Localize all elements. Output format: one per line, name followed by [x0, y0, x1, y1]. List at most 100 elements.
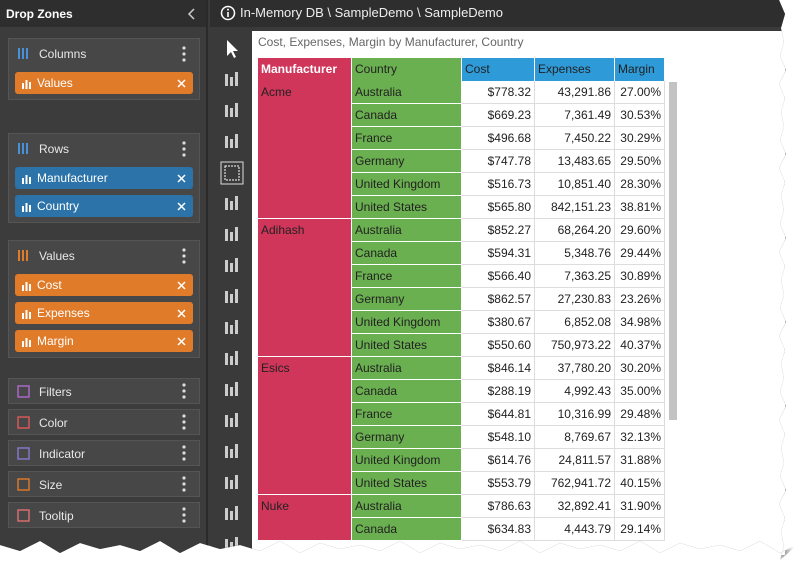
remove-button[interactable]	[176, 280, 187, 291]
breadcrumb: In-Memory DB \ SampleDemo \ SampleDemo	[240, 5, 503, 20]
option-zone[interactable]: Indicator	[8, 440, 200, 466]
column-header: Expenses	[535, 58, 615, 81]
value-cell: 8,769.67	[535, 426, 615, 449]
drop-zone: Values Cost Expenses Margin	[8, 240, 200, 358]
option-icon	[17, 385, 30, 398]
value-cell: $565.80	[462, 196, 535, 219]
tool-button[interactable]	[220, 378, 244, 402]
scrollbar[interactable]	[669, 82, 677, 420]
grid-canvas: Cost, Expenses, Margin by Manufacturer, …	[252, 31, 785, 555]
value-cell: 29.48%	[615, 403, 665, 426]
value-cell: 30.20%	[615, 357, 665, 380]
column-header: Manufacturer	[258, 58, 352, 81]
option-zone[interactable]: Color	[8, 409, 200, 435]
tool-button[interactable]	[220, 409, 244, 433]
tool-button[interactable]	[220, 99, 244, 123]
value-cell: 6,852.08	[535, 311, 615, 334]
tool-button[interactable]	[220, 161, 244, 185]
zone-menu[interactable]	[181, 140, 187, 158]
country-cell: Germany	[352, 426, 462, 449]
tool-button[interactable]	[220, 68, 244, 92]
country-cell: Canada	[352, 518, 462, 541]
option-menu[interactable]	[181, 475, 187, 493]
value-cell: 68,264.20	[535, 219, 615, 242]
value-cell: 43,291.86	[535, 81, 615, 104]
value-cell: $566.40	[462, 265, 535, 288]
country-cell: France	[352, 403, 462, 426]
value-cell: 37,780.20	[535, 357, 615, 380]
value-cell: $553.79	[462, 472, 535, 495]
tool-button[interactable]	[220, 440, 244, 464]
option-menu[interactable]	[181, 506, 187, 524]
tool-button[interactable]	[220, 347, 244, 371]
country-cell: United Kingdom	[352, 173, 462, 196]
column-header: Cost	[462, 58, 535, 81]
option-icon	[17, 478, 30, 491]
column-header: Margin	[615, 58, 665, 81]
remove-button[interactable]	[176, 336, 187, 347]
chip-icon	[22, 203, 31, 212]
country-cell: Germany	[352, 288, 462, 311]
option-menu[interactable]	[181, 382, 187, 400]
option-zone[interactable]: Tooltip	[8, 502, 200, 528]
value-cell: 40.37%	[615, 334, 665, 357]
option-menu[interactable]	[181, 413, 187, 431]
field-chip[interactable]: Country	[15, 195, 193, 217]
country-cell: United States	[352, 472, 462, 495]
option-zone[interactable]: Filters	[8, 378, 200, 404]
value-cell: 31.90%	[615, 495, 665, 518]
toolbar	[212, 31, 252, 555]
value-cell: 5,348.76	[535, 242, 615, 265]
field-chip[interactable]: Margin	[15, 330, 193, 352]
value-cell: 10,851.40	[535, 173, 615, 196]
value-cell: $786.63	[462, 495, 535, 518]
tool-button[interactable]	[220, 130, 244, 154]
chip-icon	[22, 175, 31, 184]
value-cell: $614.76	[462, 449, 535, 472]
app-window: Drop Zones Columns Values Rows Manufacturer…	[0, 0, 785, 555]
tool-button[interactable]	[220, 37, 244, 61]
field-chip[interactable]: Expenses	[15, 302, 193, 324]
option-menu[interactable]	[181, 444, 187, 462]
value-cell: 32,892.41	[535, 495, 615, 518]
remove-button[interactable]	[176, 173, 187, 184]
option-zone[interactable]: Size	[8, 471, 200, 497]
value-cell: $496.68	[462, 127, 535, 150]
breadcrumb-bar: In-Memory DB \ SampleDemo \ SampleDemo	[210, 0, 785, 27]
field-chip[interactable]: Manufacturer	[15, 167, 193, 189]
country-cell: France	[352, 265, 462, 288]
zone-icon	[18, 250, 28, 261]
field-chip[interactable]: Values	[15, 72, 193, 94]
tool-button[interactable]	[220, 254, 244, 278]
value-cell: $380.67	[462, 311, 535, 334]
remove-button[interactable]	[176, 78, 187, 89]
tool-button[interactable]	[220, 223, 244, 247]
value-cell: 750,973.22	[535, 334, 615, 357]
collapse-button[interactable]	[186, 7, 198, 21]
grid-title: Cost, Expenses, Margin by Manufacturer, …	[258, 35, 524, 49]
value-cell: 24,811.57	[535, 449, 615, 472]
manufacturer-cell: Esics	[258, 357, 352, 495]
value-cell: $594.31	[462, 242, 535, 265]
value-cell: 27.00%	[615, 81, 665, 104]
country-cell: United Kingdom	[352, 311, 462, 334]
value-cell: 30.53%	[615, 104, 665, 127]
tool-button[interactable]	[220, 533, 244, 555]
zone-menu[interactable]	[181, 45, 187, 63]
info-icon[interactable]	[220, 5, 236, 21]
tool-button[interactable]	[220, 316, 244, 340]
value-cell: 35.00%	[615, 380, 665, 403]
value-cell: $852.27	[462, 219, 535, 242]
field-chip[interactable]: Cost	[15, 274, 193, 296]
chip-icon	[22, 338, 31, 347]
chip-icon	[22, 80, 31, 89]
remove-button[interactable]	[176, 308, 187, 319]
country-cell: Canada	[352, 380, 462, 403]
zone-menu[interactable]	[181, 247, 187, 265]
value-cell: $550.60	[462, 334, 535, 357]
tool-button[interactable]	[220, 502, 244, 526]
tool-button[interactable]	[220, 192, 244, 216]
remove-button[interactable]	[176, 201, 187, 212]
tool-button[interactable]	[220, 285, 244, 309]
tool-button[interactable]	[220, 471, 244, 495]
